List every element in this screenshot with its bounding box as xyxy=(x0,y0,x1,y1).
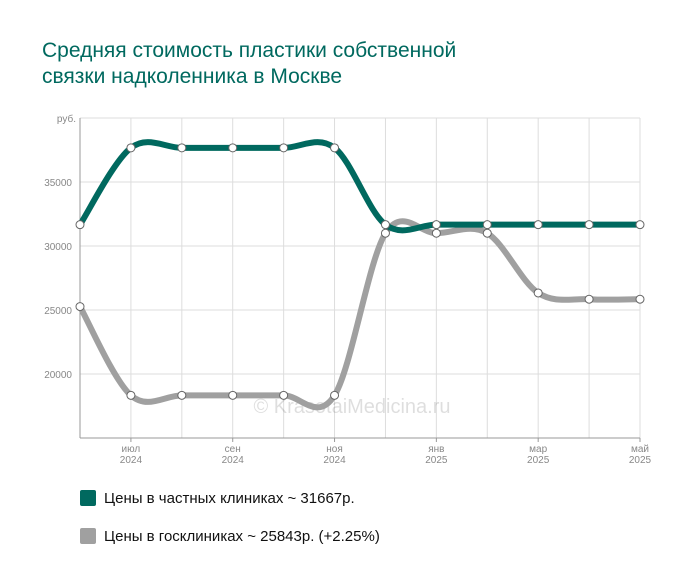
series-point xyxy=(279,390,289,400)
y-tick-label: 20000 xyxy=(44,370,72,381)
y-tick-label: 35000 xyxy=(44,178,72,189)
series-point xyxy=(635,294,645,304)
legend-item-private[interactable]: Цены в частных клиниках ~ 31667р. xyxy=(80,488,380,508)
series-point xyxy=(330,143,340,153)
series-line xyxy=(79,141,640,232)
series-line xyxy=(79,220,641,409)
series-point xyxy=(126,143,136,153)
legend-swatch-public xyxy=(80,528,96,544)
series-point xyxy=(380,220,390,230)
x-tick-label-month: сен xyxy=(225,444,241,455)
series-point xyxy=(635,220,645,230)
legend-label-public: Цены в госклиниках ~ 25843р. (+2.25%) xyxy=(104,527,380,545)
series-point xyxy=(75,220,85,230)
x-tick-label-year: 2024 xyxy=(120,455,143,466)
series-point xyxy=(177,143,187,153)
y-tick-label: 30000 xyxy=(44,242,72,253)
series-point xyxy=(584,294,594,304)
chart-title-line-2: связки надколенника в Москве xyxy=(42,65,343,88)
x-tick-label-month: янв xyxy=(428,444,444,455)
x-tick-label-month: мар xyxy=(529,444,547,455)
x-tick-label-year: 2025 xyxy=(527,455,550,466)
series-point xyxy=(380,228,390,238)
series-point xyxy=(482,228,492,238)
series-point xyxy=(75,302,85,312)
x-tick-label-month: май xyxy=(631,444,649,455)
x-tick-label-year: 2025 xyxy=(629,455,652,466)
series-point xyxy=(533,220,543,230)
y-tick-label: 25000 xyxy=(44,306,72,317)
series-point xyxy=(279,143,289,153)
legend-label-private: Цены в частных клиниках ~ 31667р. xyxy=(104,489,355,507)
series-point xyxy=(431,228,441,238)
legend-item-public[interactable]: Цены в госклиниках ~ 25843р. (+2.25%) xyxy=(80,526,380,546)
chart-title: Средняя стоимость пластики собственной с… xyxy=(42,38,642,90)
legend-swatch-private xyxy=(80,490,96,506)
chart-title-line-1: Средняя стоимость пластики собственной xyxy=(42,39,457,62)
legend: Цены в частных клиниках ~ 31667р. Цены в… xyxy=(80,488,380,564)
y-axis-unit: руб. xyxy=(57,113,76,125)
series-point xyxy=(431,220,441,230)
x-tick-label-year: 2024 xyxy=(323,455,346,466)
series-point xyxy=(584,220,594,230)
series-point xyxy=(228,390,238,400)
series-point xyxy=(330,390,340,400)
series-point xyxy=(482,220,492,230)
series-point xyxy=(533,288,543,298)
x-tick-label-month: ноя xyxy=(326,444,343,455)
series-point xyxy=(177,390,187,400)
x-tick-label-month: июл xyxy=(122,444,141,455)
x-tick-label-year: 2024 xyxy=(222,455,245,466)
series-point xyxy=(228,143,238,153)
series-point xyxy=(126,390,136,400)
x-tick-label-year: 2025 xyxy=(425,455,448,466)
